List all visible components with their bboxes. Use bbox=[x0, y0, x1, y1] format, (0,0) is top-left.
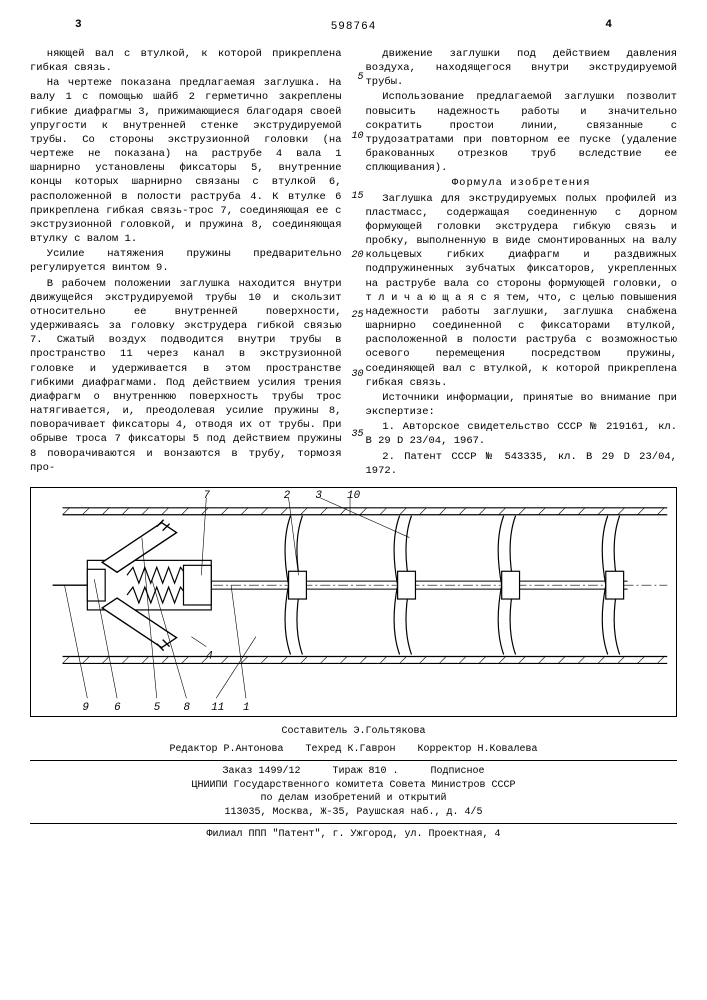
body-text: Заглушка для экструдируемых полых профил… bbox=[366, 192, 678, 390]
branch-line: Филиал ППП "Патент", г. Ужгород, ул. Про… bbox=[30, 828, 677, 842]
line-number: 35 bbox=[350, 428, 364, 442]
figure-label: 6 bbox=[114, 702, 121, 714]
patent-number: 598764 bbox=[30, 20, 677, 35]
tirazh: Тираж 810 . bbox=[332, 765, 398, 779]
page-number-right: 4 bbox=[605, 18, 612, 33]
order-row: Заказ 1499/12 Тираж 810 . Подписное bbox=[30, 765, 677, 779]
compiler-line: Составитель Э.Гольтякова bbox=[30, 725, 677, 739]
divider bbox=[30, 760, 677, 761]
org-line-1: ЦНИИПИ Государственного комитета Совета … bbox=[30, 779, 677, 793]
body-text: 2. Патент СССР № 543335, кл. В 29 D 23/0… bbox=[366, 450, 678, 478]
body-text: няющей вал с втулкой, к которой прикрепл… bbox=[30, 47, 342, 75]
editor: Редактор Р.Антонова bbox=[169, 743, 283, 757]
line-number: 30 bbox=[350, 368, 364, 382]
divider bbox=[30, 823, 677, 824]
org-line-2: по делам изобретений и открытий bbox=[30, 792, 677, 806]
figure-label: 4 bbox=[206, 651, 213, 663]
figure-label: 11 bbox=[211, 702, 224, 714]
line-number: 25 bbox=[350, 309, 364, 323]
figure-label: 5 bbox=[154, 702, 161, 714]
body-text: На чертеже показана предлагаемая заглушк… bbox=[30, 76, 342, 246]
left-column: няющей вал с втулкой, к которой прикрепл… bbox=[30, 47, 342, 479]
line-number: 5 bbox=[350, 71, 364, 85]
body-text: Усилие натяжения пружины предварительно … bbox=[30, 247, 342, 275]
patent-page: 3 4 598764 няющей вал с втулкой, к котор… bbox=[0, 0, 707, 862]
drawing-svg: 9 6 1 5 8 2 3 10 7 11 4 bbox=[31, 488, 676, 716]
body-text: Использование предлагаемой заглушки позв… bbox=[366, 90, 678, 175]
line-number: 15 bbox=[350, 190, 364, 204]
figure-label: 9 bbox=[82, 702, 89, 714]
section-title: Формула изобретения bbox=[366, 176, 678, 190]
credits-row: Редактор Р.Антонова Техред К.Гаврон Корр… bbox=[30, 743, 677, 757]
footer: Составитель Э.Гольтякова Редактор Р.Анто… bbox=[30, 725, 677, 842]
body-text: 1. Авторское свидетельство СССР № 219161… bbox=[366, 420, 678, 448]
body-text: Источники информации, принятые во вниман… bbox=[366, 391, 678, 419]
body-text: В рабочем положении заглушка находится в… bbox=[30, 277, 342, 475]
sign: Подписное bbox=[431, 765, 485, 779]
figure-label: 10 bbox=[347, 490, 361, 502]
page-number-left: 3 bbox=[75, 18, 82, 33]
figure-label: 7 bbox=[203, 490, 210, 502]
figure-label: 2 bbox=[284, 490, 291, 502]
address-line: 113035, Москва, Ж-35, Раушская наб., д. … bbox=[30, 806, 677, 820]
corrector: Корректор Н.Ковалева bbox=[418, 743, 538, 757]
technical-drawing: 9 6 1 5 8 2 3 10 7 11 4 bbox=[30, 487, 677, 717]
figure-label: 1 bbox=[243, 702, 250, 714]
text-columns: няющей вал с втулкой, к которой прикрепл… bbox=[30, 47, 677, 479]
figure-label: 8 bbox=[183, 702, 190, 714]
order-number: Заказ 1499/12 bbox=[222, 765, 300, 779]
line-number: 10 bbox=[350, 130, 364, 144]
line-numbers: 5 10 15 20 25 30 35 bbox=[350, 47, 364, 442]
techred: Техред К.Гаврон bbox=[305, 743, 395, 757]
body-text: движение заглушки под действием давления… bbox=[366, 47, 678, 90]
right-column: 5 10 15 20 25 30 35 движение заглушки по… bbox=[366, 47, 678, 479]
figure-label: 3 bbox=[315, 490, 322, 502]
line-number: 20 bbox=[350, 249, 364, 263]
